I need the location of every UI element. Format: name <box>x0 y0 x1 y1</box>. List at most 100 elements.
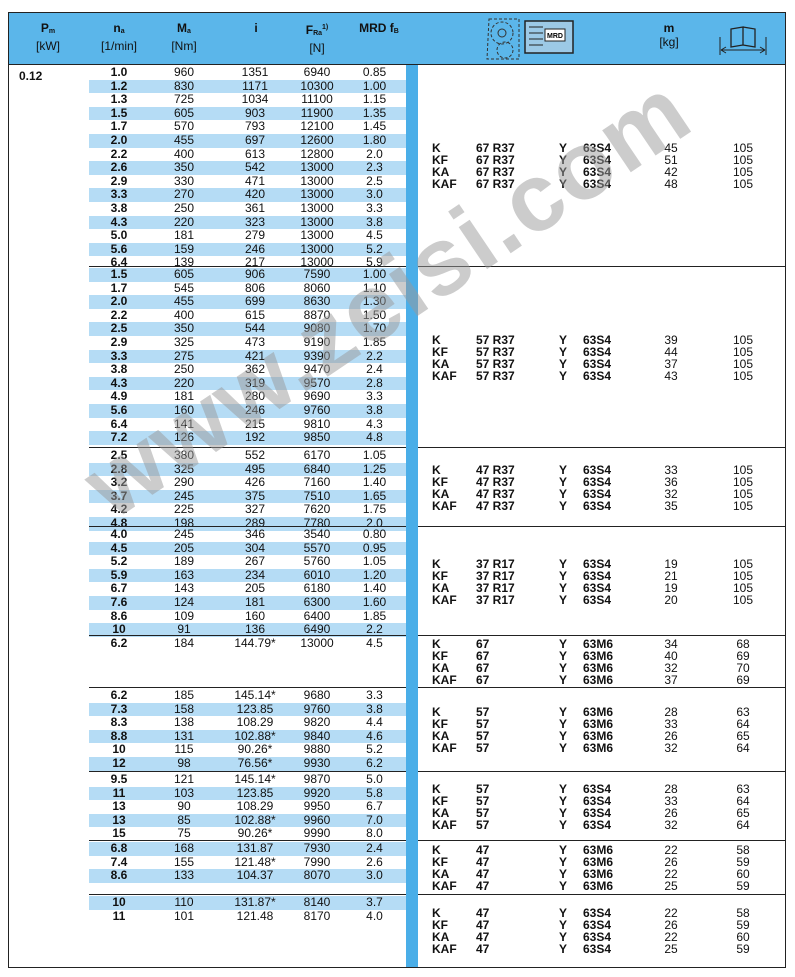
overhung-load: 13000 <box>300 255 334 270</box>
row-divider <box>89 635 406 636</box>
gear-type: KAF <box>432 368 457 383</box>
unit-row: KF 47 R37 Y 63S4 36 105 <box>432 476 785 488</box>
motor-type: 63M6 <box>583 879 614 893</box>
output-torque: 91 <box>177 622 191 637</box>
service-factor: 5.2 <box>366 241 383 256</box>
ratio: 323 <box>244 214 266 229</box>
output-speed: 5.2 <box>110 554 128 569</box>
service-factor: 5.0 <box>366 772 383 786</box>
output-speed: 3.3 <box>110 348 128 363</box>
ratio: 279 <box>244 228 266 243</box>
ratio: 215 <box>244 416 266 431</box>
motor-type: 63S4 <box>583 930 612 944</box>
dimension-page: 105 <box>732 344 754 359</box>
service-factor: 5.8 <box>366 785 383 800</box>
weight: 33 <box>664 717 678 731</box>
gear-type: KAF <box>432 498 457 513</box>
header-fra-unit: [N] <box>309 41 325 55</box>
output-torque: 160 <box>173 402 195 417</box>
weight: 32 <box>664 486 678 501</box>
output-torque: 124 <box>173 594 195 609</box>
gear-size: 57 <box>476 705 490 719</box>
output-speed: 1.3 <box>110 92 128 107</box>
output-torque: 181 <box>173 228 195 243</box>
gear-type: K <box>432 141 441 155</box>
overhung-load: 9870 <box>303 772 331 786</box>
dimension-page: 59 <box>736 879 750 893</box>
weight: 26 <box>664 855 678 869</box>
motor-type: 63M6 <box>583 649 614 663</box>
table-row: 1.5 605 906 7590 1.00 <box>89 267 406 282</box>
unit-row: KAF 57 Y 63S4 32 64 <box>432 819 785 831</box>
motor-type: 63S4 <box>583 805 612 820</box>
overhung-load: 9690 <box>303 389 331 404</box>
weight: 32 <box>664 741 678 755</box>
row-divider <box>418 687 785 688</box>
row-divider <box>89 526 406 527</box>
service-factor: 2.2 <box>366 622 383 637</box>
service-factor: 2.3 <box>366 160 383 175</box>
output-torque: 155 <box>173 854 195 869</box>
unit-row: K 57 Y 63M6 28 63 <box>432 706 785 718</box>
output-torque: 400 <box>173 146 195 161</box>
table-row: 2.5 350 544 9080 1.70 <box>89 322 406 336</box>
output-speed: 15 <box>112 826 126 841</box>
table-row: 2.9 325 473 9190 1.85 <box>89 335 406 350</box>
overhung-load: 8060 <box>303 280 331 295</box>
overhung-load: 9920 <box>303 785 331 800</box>
dimension-page: 105 <box>732 498 754 513</box>
motor-icon-label: MRD <box>547 33 563 40</box>
motor-series: Y <box>558 918 567 932</box>
motor-series: Y <box>558 930 567 944</box>
dimension-page: 105 <box>732 165 754 179</box>
output-torque: 545 <box>173 280 195 295</box>
unit-row: KF 57 Y 63M6 33 64 <box>432 718 785 730</box>
gear-type: KAF <box>432 592 457 607</box>
service-factor: 0.85 <box>362 65 387 79</box>
weight: 20 <box>664 592 678 607</box>
table-row: 5.6 159 246 13000 5.2 <box>89 241 406 257</box>
header-pm-symbol: P <box>40 21 49 35</box>
output-speed: 3.8 <box>110 362 128 377</box>
overhung-load: 9930 <box>303 755 331 770</box>
service-factor: 1.70 <box>362 321 387 336</box>
unit-row: K 47 Y 63M6 22 58 <box>432 844 785 856</box>
output-torque: 109 <box>173 608 195 623</box>
dimension-page: 59 <box>736 918 750 932</box>
ratio: 361 <box>244 200 266 215</box>
service-factor: 3.8 <box>366 402 383 417</box>
output-torque: 141 <box>173 416 195 431</box>
table-row: 10 115 90.26* 9880 5.2 <box>89 743 406 757</box>
output-torque: 205 <box>173 540 195 555</box>
gear-size: 67 R37 <box>476 141 515 155</box>
ratio: 699 <box>244 294 266 309</box>
gear-size: 37 R17 <box>476 592 515 607</box>
weight: 33 <box>664 793 678 808</box>
output-torque: 380 <box>173 448 195 462</box>
ratio: 697 <box>244 132 266 147</box>
service-factor: 3.8 <box>366 214 383 229</box>
output-torque: 275 <box>173 348 195 363</box>
motor-type: 63S4 <box>583 906 612 920</box>
output-speed: 3.7 <box>110 488 128 503</box>
motor-series: Y <box>558 486 567 501</box>
gear-type: K <box>432 637 441 651</box>
gear-size: 67 <box>476 661 490 675</box>
motor-type: 63M6 <box>583 741 614 755</box>
overhung-load: 8140 <box>303 895 331 909</box>
table-row: 1.7 545 806 8060 1.10 <box>89 280 406 296</box>
ratio: 793 <box>244 119 266 134</box>
overhung-load: 13000 <box>300 636 334 650</box>
gear-size: 67 R37 <box>476 153 515 167</box>
gear-size: 47 R37 <box>476 474 515 489</box>
table-row: 7.2 126 192 9850 4.8 <box>89 431 406 445</box>
gear-type: KA <box>432 165 450 179</box>
overhung-load: 13000 <box>300 228 334 243</box>
ratio: 1171 <box>242 78 268 93</box>
gearbox-group: 6.2 184 144.79* 13000 4.5 K 67 Y 63M6 34 68 KF 67 Y 63… <box>9 636 785 688</box>
header-i: i <box>241 21 271 35</box>
gear-size: 47 <box>476 855 490 869</box>
header-na-sub: a <box>120 28 125 35</box>
ratio: 420 <box>244 187 266 202</box>
gear-size: 57 <box>476 741 490 755</box>
